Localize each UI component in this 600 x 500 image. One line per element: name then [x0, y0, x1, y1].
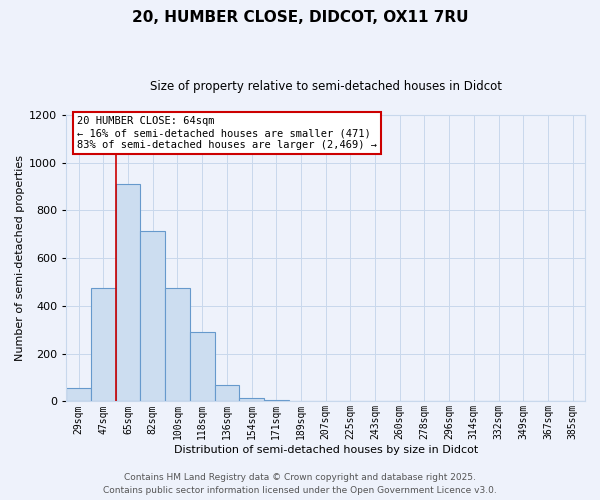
Bar [239, 398, 264, 402]
X-axis label: Distribution of semi-detached houses by size in Didcot: Distribution of semi-detached houses by … [173, 445, 478, 455]
Bar [190, 332, 215, 402]
Bar [215, 384, 239, 402]
Bar [264, 400, 289, 402]
Title: Size of property relative to semi-detached houses in Didcot: Size of property relative to semi-detach… [149, 80, 502, 93]
Bar [67, 388, 91, 402]
Text: 20 HUMBER CLOSE: 64sqm
← 16% of semi-detached houses are smaller (471)
83% of se: 20 HUMBER CLOSE: 64sqm ← 16% of semi-det… [77, 116, 377, 150]
Text: 20, HUMBER CLOSE, DIDCOT, OX11 7RU: 20, HUMBER CLOSE, DIDCOT, OX11 7RU [132, 10, 468, 25]
Bar [165, 288, 190, 402]
Y-axis label: Number of semi-detached properties: Number of semi-detached properties [15, 155, 25, 361]
Bar [116, 184, 140, 402]
Bar [91, 288, 116, 402]
Text: Contains HM Land Registry data © Crown copyright and database right 2025.
Contai: Contains HM Land Registry data © Crown c… [103, 474, 497, 495]
Bar [140, 231, 165, 402]
